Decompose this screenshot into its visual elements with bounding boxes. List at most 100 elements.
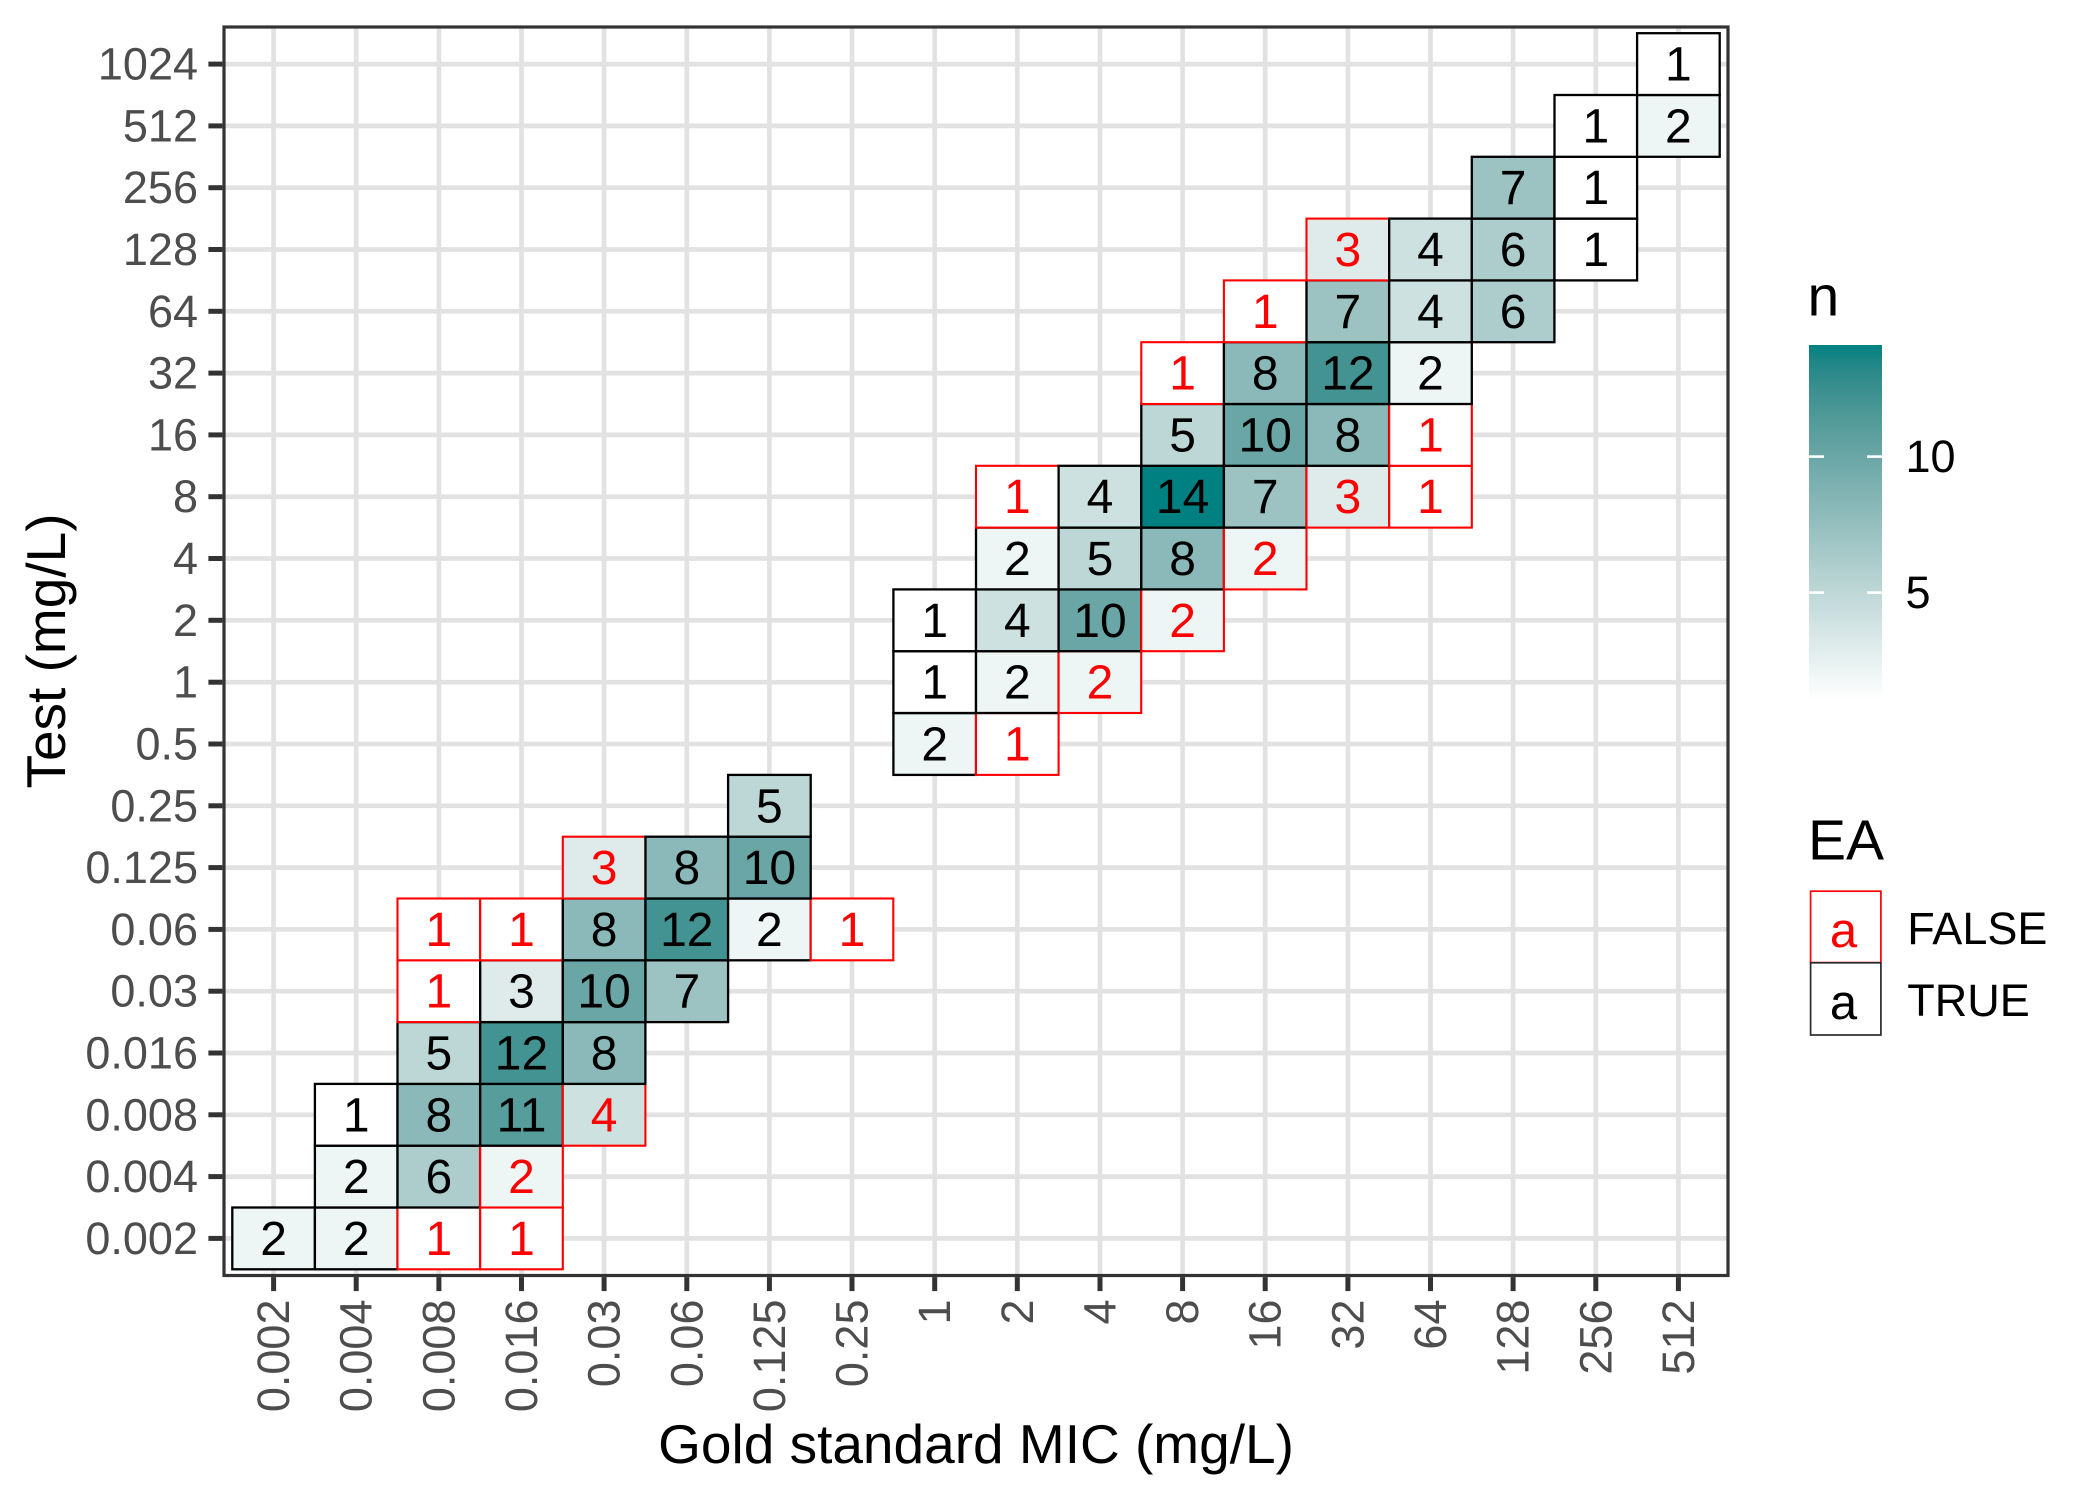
svg-text:7: 7: [1335, 286, 1362, 339]
svg-text:FALSE: FALSE: [1907, 903, 2047, 954]
svg-text:12: 12: [660, 904, 713, 957]
svg-text:0.125: 0.125: [744, 1300, 795, 1413]
svg-text:1: 1: [909, 1300, 960, 1325]
svg-text:4: 4: [1087, 471, 1114, 524]
svg-text:0.004: 0.004: [331, 1300, 382, 1413]
svg-text:Test (mg/L): Test (mg/L): [15, 513, 77, 788]
svg-text:2: 2: [1004, 657, 1031, 710]
svg-text:n: n: [1808, 265, 1840, 329]
svg-text:4: 4: [1417, 286, 1444, 339]
svg-text:7: 7: [1252, 471, 1279, 524]
svg-text:1: 1: [343, 1089, 370, 1142]
svg-text:1: 1: [1417, 409, 1444, 462]
svg-text:1: 1: [1169, 348, 1196, 401]
svg-text:1: 1: [1252, 286, 1279, 339]
svg-text:1024: 1024: [98, 39, 198, 90]
svg-text:4: 4: [1075, 1300, 1126, 1325]
svg-text:0.03: 0.03: [579, 1300, 630, 1388]
svg-text:8: 8: [591, 904, 618, 957]
svg-text:5: 5: [426, 1028, 453, 1081]
svg-text:14: 14: [1156, 471, 1209, 524]
svg-text:Gold standard MIC (mg/L): Gold standard MIC (mg/L): [658, 1413, 1294, 1475]
svg-text:7: 7: [673, 966, 700, 1019]
svg-text:1: 1: [426, 904, 453, 957]
svg-text:8: 8: [426, 1089, 453, 1142]
svg-text:1: 1: [839, 904, 866, 957]
svg-text:4: 4: [1004, 595, 1031, 648]
svg-text:1: 1: [1582, 224, 1609, 277]
svg-text:256: 256: [123, 162, 198, 213]
svg-text:7: 7: [1500, 162, 1527, 215]
svg-text:0.016: 0.016: [496, 1300, 547, 1413]
svg-text:0.125: 0.125: [85, 842, 198, 893]
svg-text:6: 6: [1500, 224, 1527, 277]
svg-text:2: 2: [1417, 348, 1444, 401]
svg-text:4: 4: [173, 533, 198, 584]
svg-text:8: 8: [1157, 1300, 1208, 1325]
svg-text:1: 1: [426, 966, 453, 1019]
svg-text:10: 10: [1073, 595, 1126, 648]
svg-text:2: 2: [1169, 595, 1196, 648]
svg-text:0.004: 0.004: [85, 1151, 198, 1202]
svg-text:0.008: 0.008: [413, 1300, 464, 1413]
svg-text:2: 2: [1087, 657, 1114, 710]
svg-text:EA: EA: [1808, 809, 1884, 873]
svg-text:1: 1: [1582, 162, 1609, 215]
svg-text:5: 5: [1087, 533, 1114, 586]
svg-text:5: 5: [1169, 409, 1196, 462]
svg-text:1: 1: [921, 657, 948, 710]
svg-text:1: 1: [508, 904, 535, 957]
svg-text:8: 8: [1335, 409, 1362, 462]
svg-text:128: 128: [1488, 1300, 1539, 1375]
svg-text:10: 10: [743, 842, 796, 895]
svg-text:0.25: 0.25: [827, 1300, 878, 1388]
svg-text:0.03: 0.03: [110, 966, 198, 1017]
svg-text:16: 16: [148, 409, 198, 460]
svg-text:8: 8: [1169, 533, 1196, 586]
svg-text:32: 32: [1322, 1300, 1373, 1350]
svg-text:16: 16: [1240, 1300, 1291, 1350]
svg-text:512: 512: [1653, 1300, 1704, 1375]
svg-text:2: 2: [921, 719, 948, 772]
svg-text:0.016: 0.016: [85, 1028, 198, 1079]
svg-text:6: 6: [1500, 286, 1527, 339]
svg-text:64: 64: [1405, 1300, 1456, 1350]
svg-text:2: 2: [756, 904, 783, 957]
svg-text:12: 12: [1321, 348, 1374, 401]
svg-text:3: 3: [508, 966, 535, 1019]
svg-text:8: 8: [673, 842, 700, 895]
svg-text:1: 1: [173, 657, 198, 708]
svg-text:10: 10: [1239, 409, 1292, 462]
svg-text:3: 3: [1335, 471, 1362, 524]
svg-text:4: 4: [1417, 224, 1444, 277]
svg-text:4: 4: [591, 1089, 618, 1142]
svg-text:2: 2: [992, 1300, 1043, 1325]
svg-text:32: 32: [148, 348, 198, 399]
svg-text:5: 5: [1906, 567, 1931, 618]
svg-text:1: 1: [1004, 471, 1031, 524]
svg-text:0.06: 0.06: [110, 904, 198, 955]
svg-text:2: 2: [1004, 533, 1031, 586]
svg-text:a: a: [1830, 976, 1858, 1030]
svg-text:0.002: 0.002: [248, 1300, 299, 1413]
svg-text:512: 512: [123, 100, 198, 151]
svg-text:6: 6: [426, 1151, 453, 1204]
svg-text:2: 2: [260, 1213, 287, 1266]
svg-text:1: 1: [1665, 39, 1692, 92]
svg-text:8: 8: [1252, 348, 1279, 401]
svg-text:2: 2: [343, 1151, 370, 1204]
svg-text:1: 1: [1417, 471, 1444, 524]
svg-text:2: 2: [1252, 533, 1279, 586]
svg-text:11: 11: [497, 1089, 547, 1142]
svg-text:1: 1: [508, 1213, 535, 1266]
svg-text:12: 12: [495, 1028, 548, 1081]
svg-text:10: 10: [1906, 431, 1956, 482]
svg-text:3: 3: [591, 842, 618, 895]
svg-text:1: 1: [426, 1213, 453, 1266]
svg-text:1: 1: [1004, 719, 1031, 772]
svg-text:8: 8: [591, 1028, 618, 1081]
svg-text:TRUE: TRUE: [1907, 975, 2030, 1026]
svg-text:10: 10: [577, 966, 630, 1019]
svg-text:2: 2: [173, 595, 198, 646]
svg-text:128: 128: [123, 224, 198, 275]
